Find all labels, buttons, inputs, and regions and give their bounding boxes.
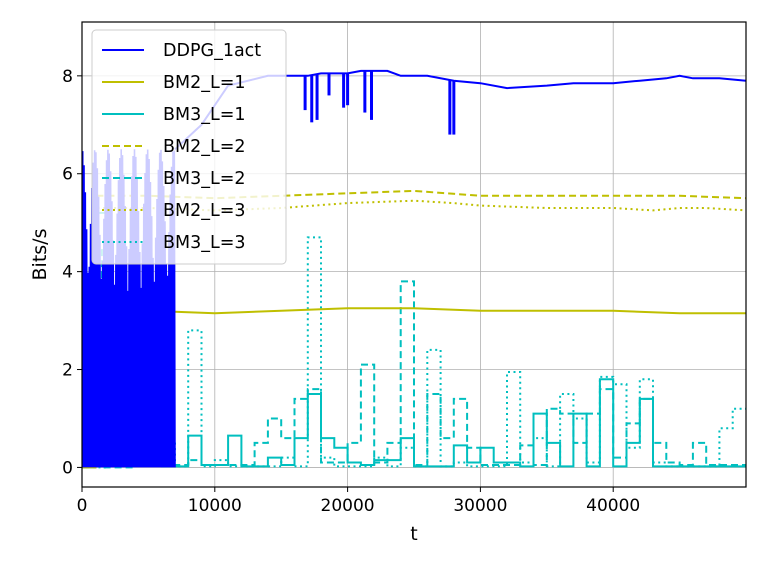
x-tick-label: 30000 xyxy=(453,496,507,516)
legend-label-bm3-l-1: BM3_L=1 xyxy=(163,105,246,125)
x-tick-label: 0 xyxy=(77,496,88,516)
x-axis-label: t xyxy=(410,523,417,545)
series-bm2-l-2-line xyxy=(82,189,746,469)
y-tick-label: 8 xyxy=(62,67,73,87)
plot-frame xyxy=(81,21,747,488)
legend-label-bm2-l-1: BM2_L=1 xyxy=(163,73,246,93)
x-tick-label: 20000 xyxy=(321,496,375,516)
y-tick-label: 0 xyxy=(62,458,73,478)
legend: DDPG_1act BM2_L=1 BM3_L=1 BM2_L=2 BM3_L=2 BM2… xyxy=(91,29,287,265)
series-group xyxy=(82,69,746,469)
legend-label-bm3-l-2: BM3_L=2 xyxy=(163,169,246,189)
legend-label-bm2-l-2: BM2_L=2 xyxy=(163,137,246,157)
y-axis-label: Bits/s xyxy=(29,229,51,281)
y-tick-label: 4 xyxy=(62,263,73,283)
x-tick-label: 40000 xyxy=(586,496,640,516)
series-lines xyxy=(82,69,746,469)
series-ddpg-1act-line xyxy=(174,69,746,151)
y-tick-label: 2 xyxy=(62,361,73,381)
legend-label-bm2-l-3: BM2_L=3 xyxy=(163,201,246,221)
legend-box xyxy=(91,29,287,265)
x-tick-label: 10000 xyxy=(188,496,242,516)
series-bm2-l-3-line xyxy=(82,199,746,469)
legend-label-ddpg-1act: DDPG_1act xyxy=(163,41,261,61)
axis-ticks: 0 10000 20000 30000 40000 0 2 4 6 8 xyxy=(62,67,640,516)
legend-label-bm3-l-3: BM3_L=3 xyxy=(163,233,246,253)
series-bm3-l-2-line xyxy=(82,246,746,469)
y-tick-label: 6 xyxy=(62,165,73,185)
